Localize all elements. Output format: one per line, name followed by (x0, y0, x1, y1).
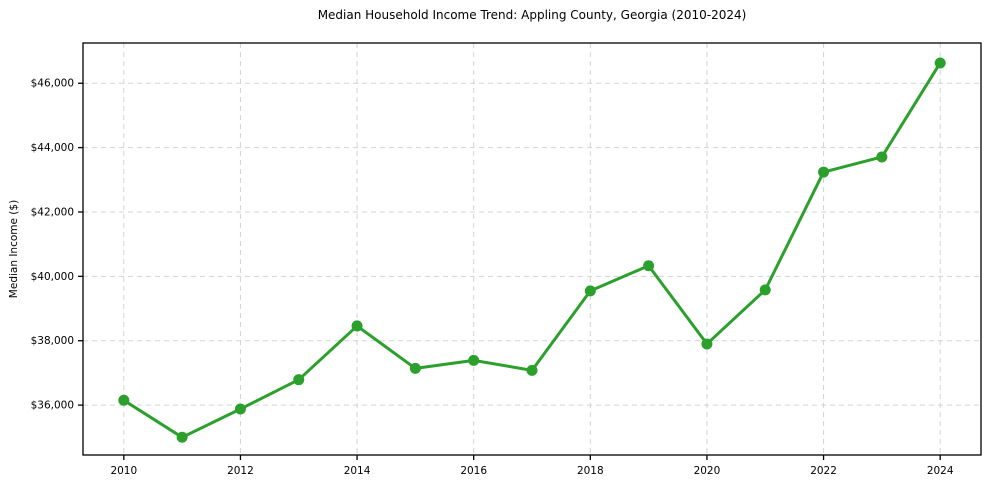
data-point-marker (934, 57, 946, 69)
data-point-marker (818, 166, 830, 178)
data-point-marker (176, 431, 188, 443)
data-point-marker (409, 362, 421, 374)
data-point-marker (118, 394, 130, 406)
x-tick-label: 2012 (227, 465, 254, 477)
data-point-marker (584, 285, 596, 297)
data-point-marker (234, 403, 246, 415)
x-tick-label: 2020 (694, 465, 721, 477)
y-tick-label: $42,000 (31, 206, 74, 218)
y-axis-label: Median Income ($) (8, 199, 20, 299)
y-tick-label: $40,000 (31, 271, 74, 283)
data-point-marker (468, 354, 480, 366)
x-tick-label: 2018 (577, 465, 604, 477)
y-tick-label: $46,000 (31, 78, 74, 90)
x-tick-label: 2010 (110, 465, 137, 477)
data-point-marker (526, 364, 538, 376)
y-tick-label: $44,000 (31, 142, 74, 154)
data-point-marker (293, 374, 305, 386)
x-tick-label: 2024 (927, 465, 954, 477)
data-point-marker (876, 151, 888, 163)
x-tick-label: 2014 (344, 465, 371, 477)
axes-border (82, 42, 982, 456)
y-tick-label: $36,000 (31, 400, 74, 412)
y-tick-label: $38,000 (31, 335, 74, 347)
data-point-marker (759, 284, 771, 296)
trend-line (122, 61, 942, 439)
x-tick-label: 2016 (460, 465, 487, 477)
x-tick-label: 2022 (810, 465, 837, 477)
chart-title: Median Household Income Trend: Appling C… (317, 8, 747, 22)
data-point-marker (643, 260, 655, 272)
data-point-marker (351, 320, 363, 332)
data-point-marker (701, 338, 713, 350)
